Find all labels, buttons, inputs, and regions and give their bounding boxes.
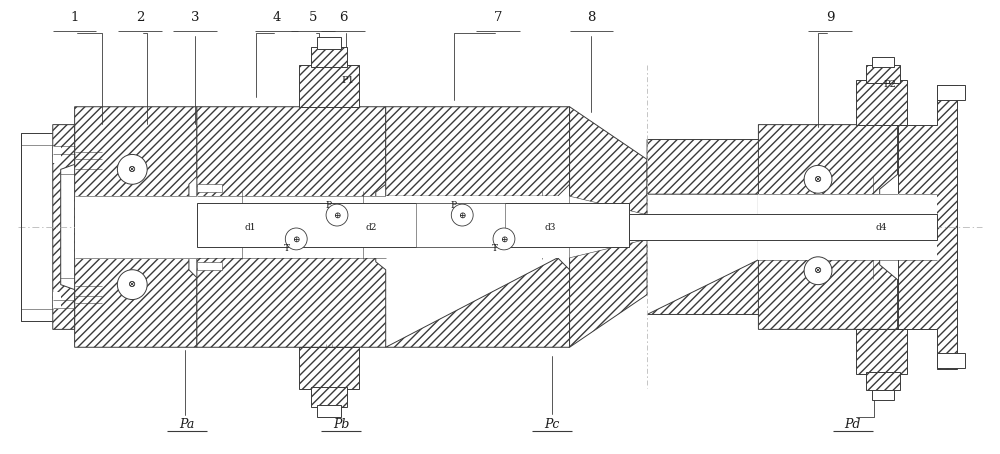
Circle shape <box>117 154 147 184</box>
Text: d2: d2 <box>366 222 377 232</box>
Text: 2: 2 <box>136 11 144 24</box>
Text: ⊕: ⊕ <box>500 234 508 243</box>
Text: ⊗: ⊗ <box>128 165 136 174</box>
Text: 3: 3 <box>191 11 199 24</box>
Text: Pd: Pd <box>845 418 861 431</box>
Bar <box>937 353 965 368</box>
Text: ⊗: ⊗ <box>814 175 822 184</box>
Bar <box>866 372 900 390</box>
Text: 6: 6 <box>339 11 347 24</box>
Polygon shape <box>647 139 773 194</box>
Text: Pa: Pa <box>179 418 195 431</box>
Text: d4: d4 <box>876 222 887 232</box>
Polygon shape <box>570 196 644 258</box>
Polygon shape <box>386 258 570 347</box>
Polygon shape <box>758 125 898 329</box>
Circle shape <box>493 228 515 250</box>
Text: ⊗: ⊗ <box>128 280 136 289</box>
Bar <box>317 37 341 49</box>
Polygon shape <box>386 107 570 196</box>
Bar <box>386 196 560 258</box>
Polygon shape <box>898 85 957 369</box>
Circle shape <box>117 270 147 300</box>
Text: ⊕: ⊕ <box>458 211 466 220</box>
Bar <box>317 405 341 417</box>
Polygon shape <box>647 260 773 315</box>
Bar <box>898 194 937 260</box>
Text: Pb: Pb <box>333 418 349 431</box>
Text: P: P <box>450 201 456 210</box>
Bar <box>937 85 965 100</box>
Bar <box>197 184 222 192</box>
Text: T: T <box>284 244 290 253</box>
Text: ⊕: ⊕ <box>333 211 341 220</box>
Bar <box>416 203 505 247</box>
Bar <box>872 390 894 400</box>
Polygon shape <box>21 133 53 321</box>
Bar <box>197 262 222 270</box>
Circle shape <box>326 204 348 226</box>
Bar <box>53 157 75 174</box>
Bar <box>758 194 898 260</box>
Bar <box>197 196 386 258</box>
Bar <box>75 196 197 259</box>
Bar <box>75 196 197 258</box>
Polygon shape <box>856 329 907 374</box>
Text: P: P <box>325 201 331 210</box>
Bar <box>197 203 629 247</box>
Polygon shape <box>197 107 386 347</box>
Text: 1: 1 <box>70 11 79 24</box>
Bar <box>53 145 61 163</box>
Bar <box>629 214 937 240</box>
Polygon shape <box>53 125 75 329</box>
Polygon shape <box>75 107 197 347</box>
Circle shape <box>804 257 832 285</box>
Text: 8: 8 <box>587 11 596 24</box>
Bar <box>311 47 347 67</box>
Text: ⊗: ⊗ <box>814 266 822 275</box>
Polygon shape <box>856 80 907 125</box>
Bar <box>53 278 75 296</box>
Bar <box>53 291 61 310</box>
Text: Pc: Pc <box>544 418 559 431</box>
Bar <box>311 387 347 407</box>
Bar <box>872 57 894 67</box>
Polygon shape <box>299 347 359 389</box>
Text: 5: 5 <box>309 11 317 24</box>
Circle shape <box>451 204 473 226</box>
Circle shape <box>804 165 832 193</box>
Circle shape <box>285 228 307 250</box>
Text: d3: d3 <box>545 222 556 232</box>
Text: ⊕: ⊕ <box>293 234 300 243</box>
Text: 9: 9 <box>826 11 834 24</box>
Text: P1: P1 <box>341 76 354 85</box>
Text: 4: 4 <box>272 11 281 24</box>
Text: P2: P2 <box>884 80 897 89</box>
Polygon shape <box>299 65 359 107</box>
Polygon shape <box>570 107 647 347</box>
Text: d1: d1 <box>245 222 256 232</box>
Bar <box>866 65 900 83</box>
Text: 7: 7 <box>494 11 502 24</box>
Text: T: T <box>492 244 498 253</box>
